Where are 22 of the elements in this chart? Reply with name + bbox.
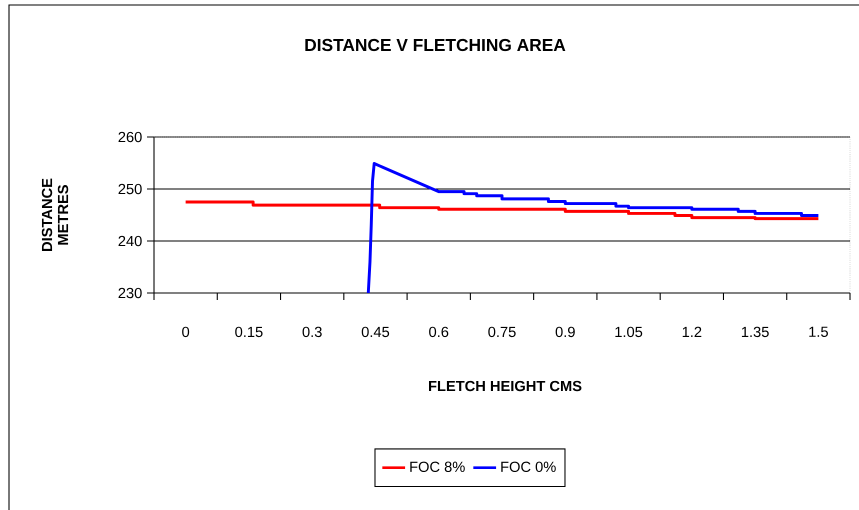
legend-label: FOC 8% (410, 462, 465, 472)
y-tick-label: 240 (118, 236, 142, 246)
x-tick-label: 1.35 (742, 326, 769, 338)
y-axis-title: DISTANCE METRES (42, 178, 68, 251)
x-tick-label: 0.3 (302, 326, 322, 338)
legend-label: FOC 0% (501, 462, 556, 472)
x-tick-label: 1.5 (809, 326, 828, 337)
y-tick-label: 250 (118, 184, 142, 194)
x-tick-label: 0.75 (488, 326, 516, 338)
x-tick-label: 0.6 (429, 326, 448, 338)
chart-title: DISTANCE V FLETCHING AREA (305, 38, 566, 52)
x-axis-title: FLETCH HEIGHT CMS (428, 380, 582, 392)
line-series (184, 200, 820, 220)
y-tick-label: 260 (118, 132, 142, 142)
x-tick-label: 0.9 (556, 326, 575, 338)
x-tick-label: 1.2 (682, 326, 702, 337)
x-tick-label: 0.15 (235, 326, 263, 338)
line-series (366, 162, 820, 294)
y-tick-label: 230 (118, 288, 142, 298)
x-tick-label: 0.45 (362, 326, 390, 338)
x-tick-label: 1.05 (615, 326, 642, 338)
x-tick-label: 0 (182, 326, 190, 338)
